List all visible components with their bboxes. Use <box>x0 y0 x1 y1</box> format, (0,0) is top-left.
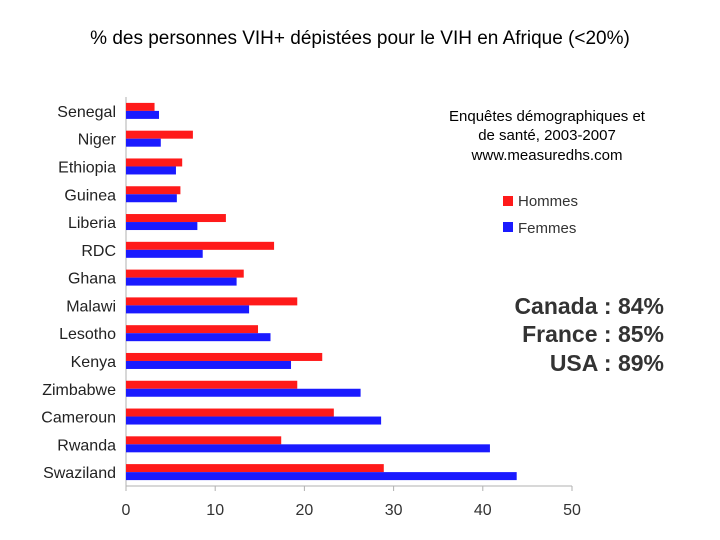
bar-hommes <box>126 130 193 139</box>
bar-femmes <box>126 360 292 369</box>
bar-hommes <box>126 102 155 111</box>
category-label: Rwanda <box>57 437 116 454</box>
bar-hommes <box>126 297 298 306</box>
x-tick-label: 40 <box>474 502 492 519</box>
bar-femmes <box>126 388 361 397</box>
category-label: Guinea <box>64 187 116 204</box>
x-tick-label: 30 <box>385 502 403 519</box>
bar-hommes <box>126 380 298 389</box>
category-label: Swaziland <box>43 465 116 482</box>
bar-hommes <box>126 325 259 334</box>
legend-label-hommes: Hommes <box>518 193 578 210</box>
category-label: RDC <box>81 243 116 260</box>
bar-femmes <box>126 333 271 342</box>
bar-hommes <box>126 269 244 278</box>
bar-femmes <box>126 416 382 425</box>
bar-femmes <box>126 166 176 175</box>
reference-france: France : 85% <box>522 321 664 347</box>
category-label: Ethiopia <box>58 159 116 176</box>
bar-hommes <box>126 408 334 417</box>
chart-title: % des personnes VIH+ dépistées pour le V… <box>90 28 630 49</box>
legend-swatch-hommes <box>503 196 513 206</box>
reference-usa: USA : 89% <box>550 350 664 376</box>
category-label: Ghana <box>68 271 116 288</box>
legend: Hommes Femmes <box>503 193 578 237</box>
bar-hommes <box>126 464 384 473</box>
bar-hommes <box>126 214 226 223</box>
category-label: Zimbabwe <box>42 382 116 399</box>
category-label: Lesotho <box>59 326 116 343</box>
category-labels: Senegal Niger Ethiopia Guinea Liberia RDC Ghan… <box>41 104 116 482</box>
bars <box>126 102 517 481</box>
bar-hommes <box>126 352 323 361</box>
category-label: Niger <box>78 132 117 149</box>
bar-femmes <box>126 194 177 203</box>
bar-femmes <box>126 249 203 258</box>
bar-hommes <box>126 241 275 250</box>
bar-hommes <box>126 186 181 195</box>
source-line-2: de santé, 2003-2007 <box>478 127 616 144</box>
category-label: Kenya <box>71 354 116 371</box>
bar-femmes <box>126 444 490 453</box>
x-tick-label: 0 <box>122 502 131 519</box>
bar-femmes <box>126 222 198 231</box>
category-label: Liberia <box>68 215 116 232</box>
source-line-3: www.measuredhs.com <box>471 147 623 164</box>
bar-femmes <box>126 110 160 119</box>
legend-label-femmes: Femmes <box>518 220 576 237</box>
reference-canada: Canada : 84% <box>514 293 664 319</box>
bar-femmes <box>126 277 237 286</box>
x-tick-label: 10 <box>206 502 224 519</box>
x-tick-labels: 0 10 20 30 40 50 <box>122 502 581 519</box>
category-label: Cameroun <box>41 410 116 427</box>
reference-values: Canada : 84% France : 85% USA : 89% <box>514 293 664 376</box>
category-label: Senegal <box>57 104 116 121</box>
x-tick-label: 20 <box>296 502 314 519</box>
bar-femmes <box>126 305 250 314</box>
source-note: Enquêtes démographiques et de santé, 200… <box>449 108 646 164</box>
category-label: Malawi <box>66 298 116 315</box>
bar-hommes <box>126 158 183 167</box>
source-line-1: Enquêtes démographiques et <box>449 108 646 125</box>
bar-femmes <box>126 472 517 481</box>
x-tick-label: 50 <box>563 502 581 519</box>
bar-hommes <box>126 436 282 445</box>
bar-femmes <box>126 138 161 147</box>
legend-swatch-femmes <box>503 222 513 232</box>
